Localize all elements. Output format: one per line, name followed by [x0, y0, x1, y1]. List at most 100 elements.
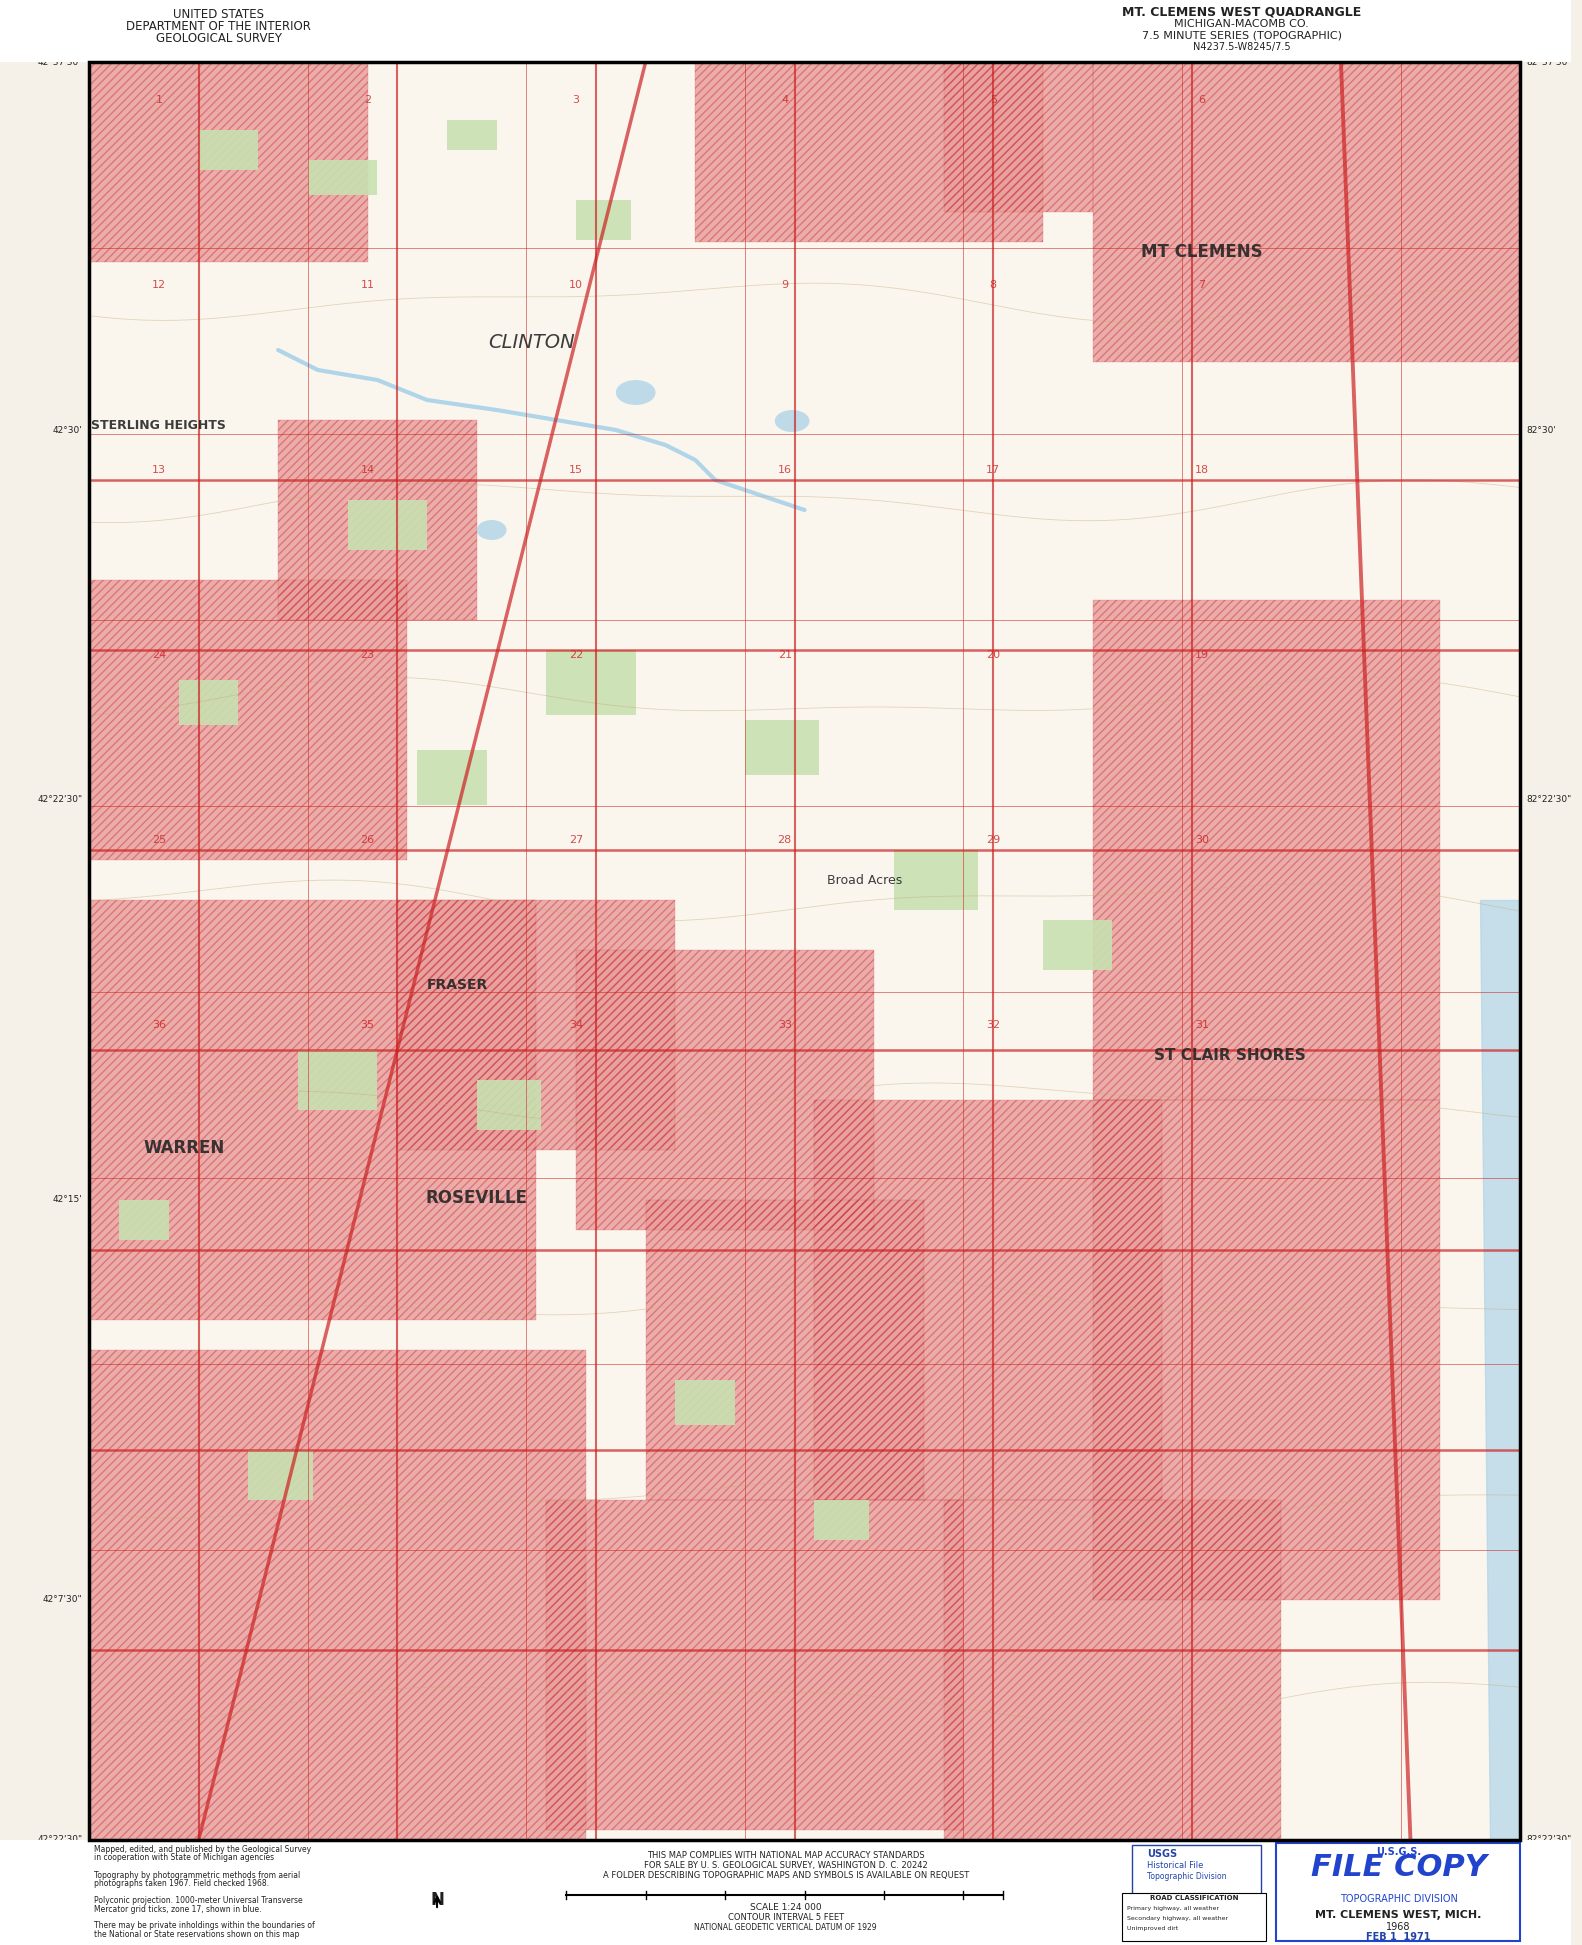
- Ellipse shape: [775, 410, 810, 432]
- Text: 42°15': 42°15': [52, 1196, 82, 1204]
- Bar: [0, 1840, 1571, 1945]
- Text: MT. CLEMENS WEST, MICH.: MT. CLEMENS WEST, MICH.: [1315, 1910, 1482, 1920]
- Text: 31: 31: [1194, 1019, 1209, 1031]
- Bar: [297, 1050, 378, 1111]
- Text: 82°22'30": 82°22'30": [1527, 1836, 1573, 1844]
- Text: U.S.G.S.: U.S.G.S.: [1376, 1848, 1421, 1857]
- Text: the National or State reservations shown on this map: the National or State reservations shown…: [95, 1929, 299, 1939]
- Bar: [696, 62, 1043, 241]
- Text: Secondary highway, all weather: Secondary highway, all weather: [1128, 1916, 1229, 1922]
- Text: CLINTON: CLINTON: [487, 333, 574, 352]
- Ellipse shape: [476, 519, 506, 541]
- Text: 1: 1: [155, 95, 163, 105]
- Text: 2: 2: [364, 95, 372, 105]
- Text: 28: 28: [778, 834, 793, 844]
- Bar: [0, 62, 90, 1840]
- Text: 6: 6: [1199, 95, 1205, 105]
- Text: Topography by photogrammetric methods from aerial: Topography by photogrammetric methods fr…: [95, 1871, 301, 1879]
- Bar: [0, 0, 1571, 62]
- Text: 5: 5: [990, 95, 997, 105]
- Text: 82°30': 82°30': [1527, 426, 1557, 434]
- Bar: [943, 1500, 1281, 1840]
- Text: FOR SALE BY U. S. GEOLOGICAL SURVEY, WASHINGTON D. C. 20242: FOR SALE BY U. S. GEOLOGICAL SURVEY, WAS…: [644, 1861, 927, 1869]
- Text: WARREN: WARREN: [142, 1140, 225, 1157]
- Text: USGS: USGS: [1147, 1850, 1177, 1859]
- Text: 13: 13: [152, 465, 166, 475]
- Bar: [1122, 1892, 1267, 1941]
- Bar: [90, 1350, 585, 1840]
- Text: 23: 23: [361, 650, 375, 659]
- Text: 34: 34: [570, 1019, 584, 1031]
- Text: SCALE 1:24 000: SCALE 1:24 000: [750, 1902, 821, 1912]
- Text: ROAD CLASSIFICATION: ROAD CLASSIFICATION: [1150, 1894, 1239, 1900]
- Bar: [676, 1381, 736, 1426]
- Bar: [894, 850, 978, 910]
- Text: 42°7'30": 42°7'30": [43, 1595, 82, 1605]
- Text: MICHIGAN-MACOMB CO.: MICHIGAN-MACOMB CO.: [1174, 19, 1308, 29]
- Text: 27: 27: [570, 834, 584, 844]
- Text: THIS MAP COMPLIES WITH NATIONAL MAP ACCURACY STANDARDS: THIS MAP COMPLIES WITH NATIONAL MAP ACCU…: [647, 1852, 924, 1859]
- Bar: [1093, 599, 1440, 1101]
- Bar: [1093, 62, 1520, 362]
- Text: 1968: 1968: [1386, 1922, 1411, 1931]
- Bar: [943, 62, 1093, 212]
- Text: UNITED STATES: UNITED STATES: [172, 8, 264, 21]
- Text: 21: 21: [778, 650, 791, 659]
- Text: 19: 19: [1194, 650, 1209, 659]
- Bar: [815, 1101, 1163, 1500]
- Text: 7.5 MINUTE SERIES (TOPOGRAPHIC): 7.5 MINUTE SERIES (TOPOGRAPHIC): [1142, 29, 1342, 41]
- Bar: [1093, 1101, 1440, 1601]
- Text: 16: 16: [778, 465, 791, 475]
- Bar: [1093, 62, 1520, 362]
- Bar: [1133, 1846, 1261, 1896]
- Bar: [576, 949, 875, 1229]
- Text: 42°22'30": 42°22'30": [38, 796, 82, 805]
- Text: Unimproved dirt: Unimproved dirt: [1128, 1926, 1179, 1931]
- Bar: [1043, 920, 1112, 971]
- Text: N: N: [430, 1891, 445, 1908]
- Bar: [546, 1500, 963, 1830]
- Text: FRASER: FRASER: [426, 978, 487, 992]
- Text: ROSEVILLE: ROSEVILLE: [426, 1188, 528, 1208]
- Text: 24: 24: [152, 650, 166, 659]
- Bar: [1093, 1101, 1440, 1601]
- Text: 29: 29: [986, 834, 1000, 844]
- Text: 82°52'30": 82°52'30": [782, 49, 827, 58]
- Bar: [546, 1500, 963, 1830]
- Text: 9: 9: [782, 280, 788, 290]
- Text: 42°37'30": 42°37'30": [66, 49, 112, 58]
- Bar: [119, 1200, 169, 1241]
- Text: 14: 14: [361, 465, 375, 475]
- Bar: [199, 130, 258, 169]
- Text: MT CLEMENS: MT CLEMENS: [1141, 243, 1262, 261]
- Text: 22: 22: [570, 650, 584, 659]
- Text: 32: 32: [986, 1019, 1000, 1031]
- Bar: [90, 580, 407, 860]
- Text: 82°22'30": 82°22'30": [1527, 796, 1573, 805]
- Text: CONTOUR INTERVAL 5 FEET: CONTOUR INTERVAL 5 FEET: [728, 1914, 843, 1922]
- Text: 18: 18: [1194, 465, 1209, 475]
- Bar: [645, 1200, 924, 1500]
- Polygon shape: [1481, 901, 1520, 1840]
- Text: photographs taken 1967. Field checked 1968.: photographs taken 1967. Field checked 19…: [95, 1879, 269, 1889]
- Bar: [943, 1500, 1281, 1840]
- Bar: [278, 420, 476, 620]
- Bar: [90, 901, 536, 1321]
- Bar: [815, 1101, 1163, 1500]
- Bar: [278, 420, 476, 620]
- Text: ST CLAIR SHORES: ST CLAIR SHORES: [1153, 1048, 1305, 1062]
- Text: DEPARTMENT OF THE INTERIOR: DEPARTMENT OF THE INTERIOR: [127, 19, 312, 33]
- Bar: [248, 1451, 313, 1500]
- Text: 8: 8: [990, 280, 997, 290]
- Bar: [546, 650, 636, 716]
- Bar: [397, 901, 676, 1149]
- Text: STERLING HEIGHTS: STERLING HEIGHTS: [92, 418, 226, 432]
- Text: 20: 20: [986, 650, 1000, 659]
- Text: 26: 26: [361, 834, 375, 844]
- Bar: [0, 0, 1571, 62]
- Text: 42°30': 42°30': [52, 426, 82, 434]
- Bar: [90, 901, 536, 1321]
- Text: Historical File: Historical File: [1147, 1861, 1204, 1869]
- Text: There may be private inholdings within the boundaries of: There may be private inholdings within t…: [95, 1922, 315, 1931]
- Text: TOPOGRAPHIC DIVISION: TOPOGRAPHIC DIVISION: [1340, 1894, 1457, 1904]
